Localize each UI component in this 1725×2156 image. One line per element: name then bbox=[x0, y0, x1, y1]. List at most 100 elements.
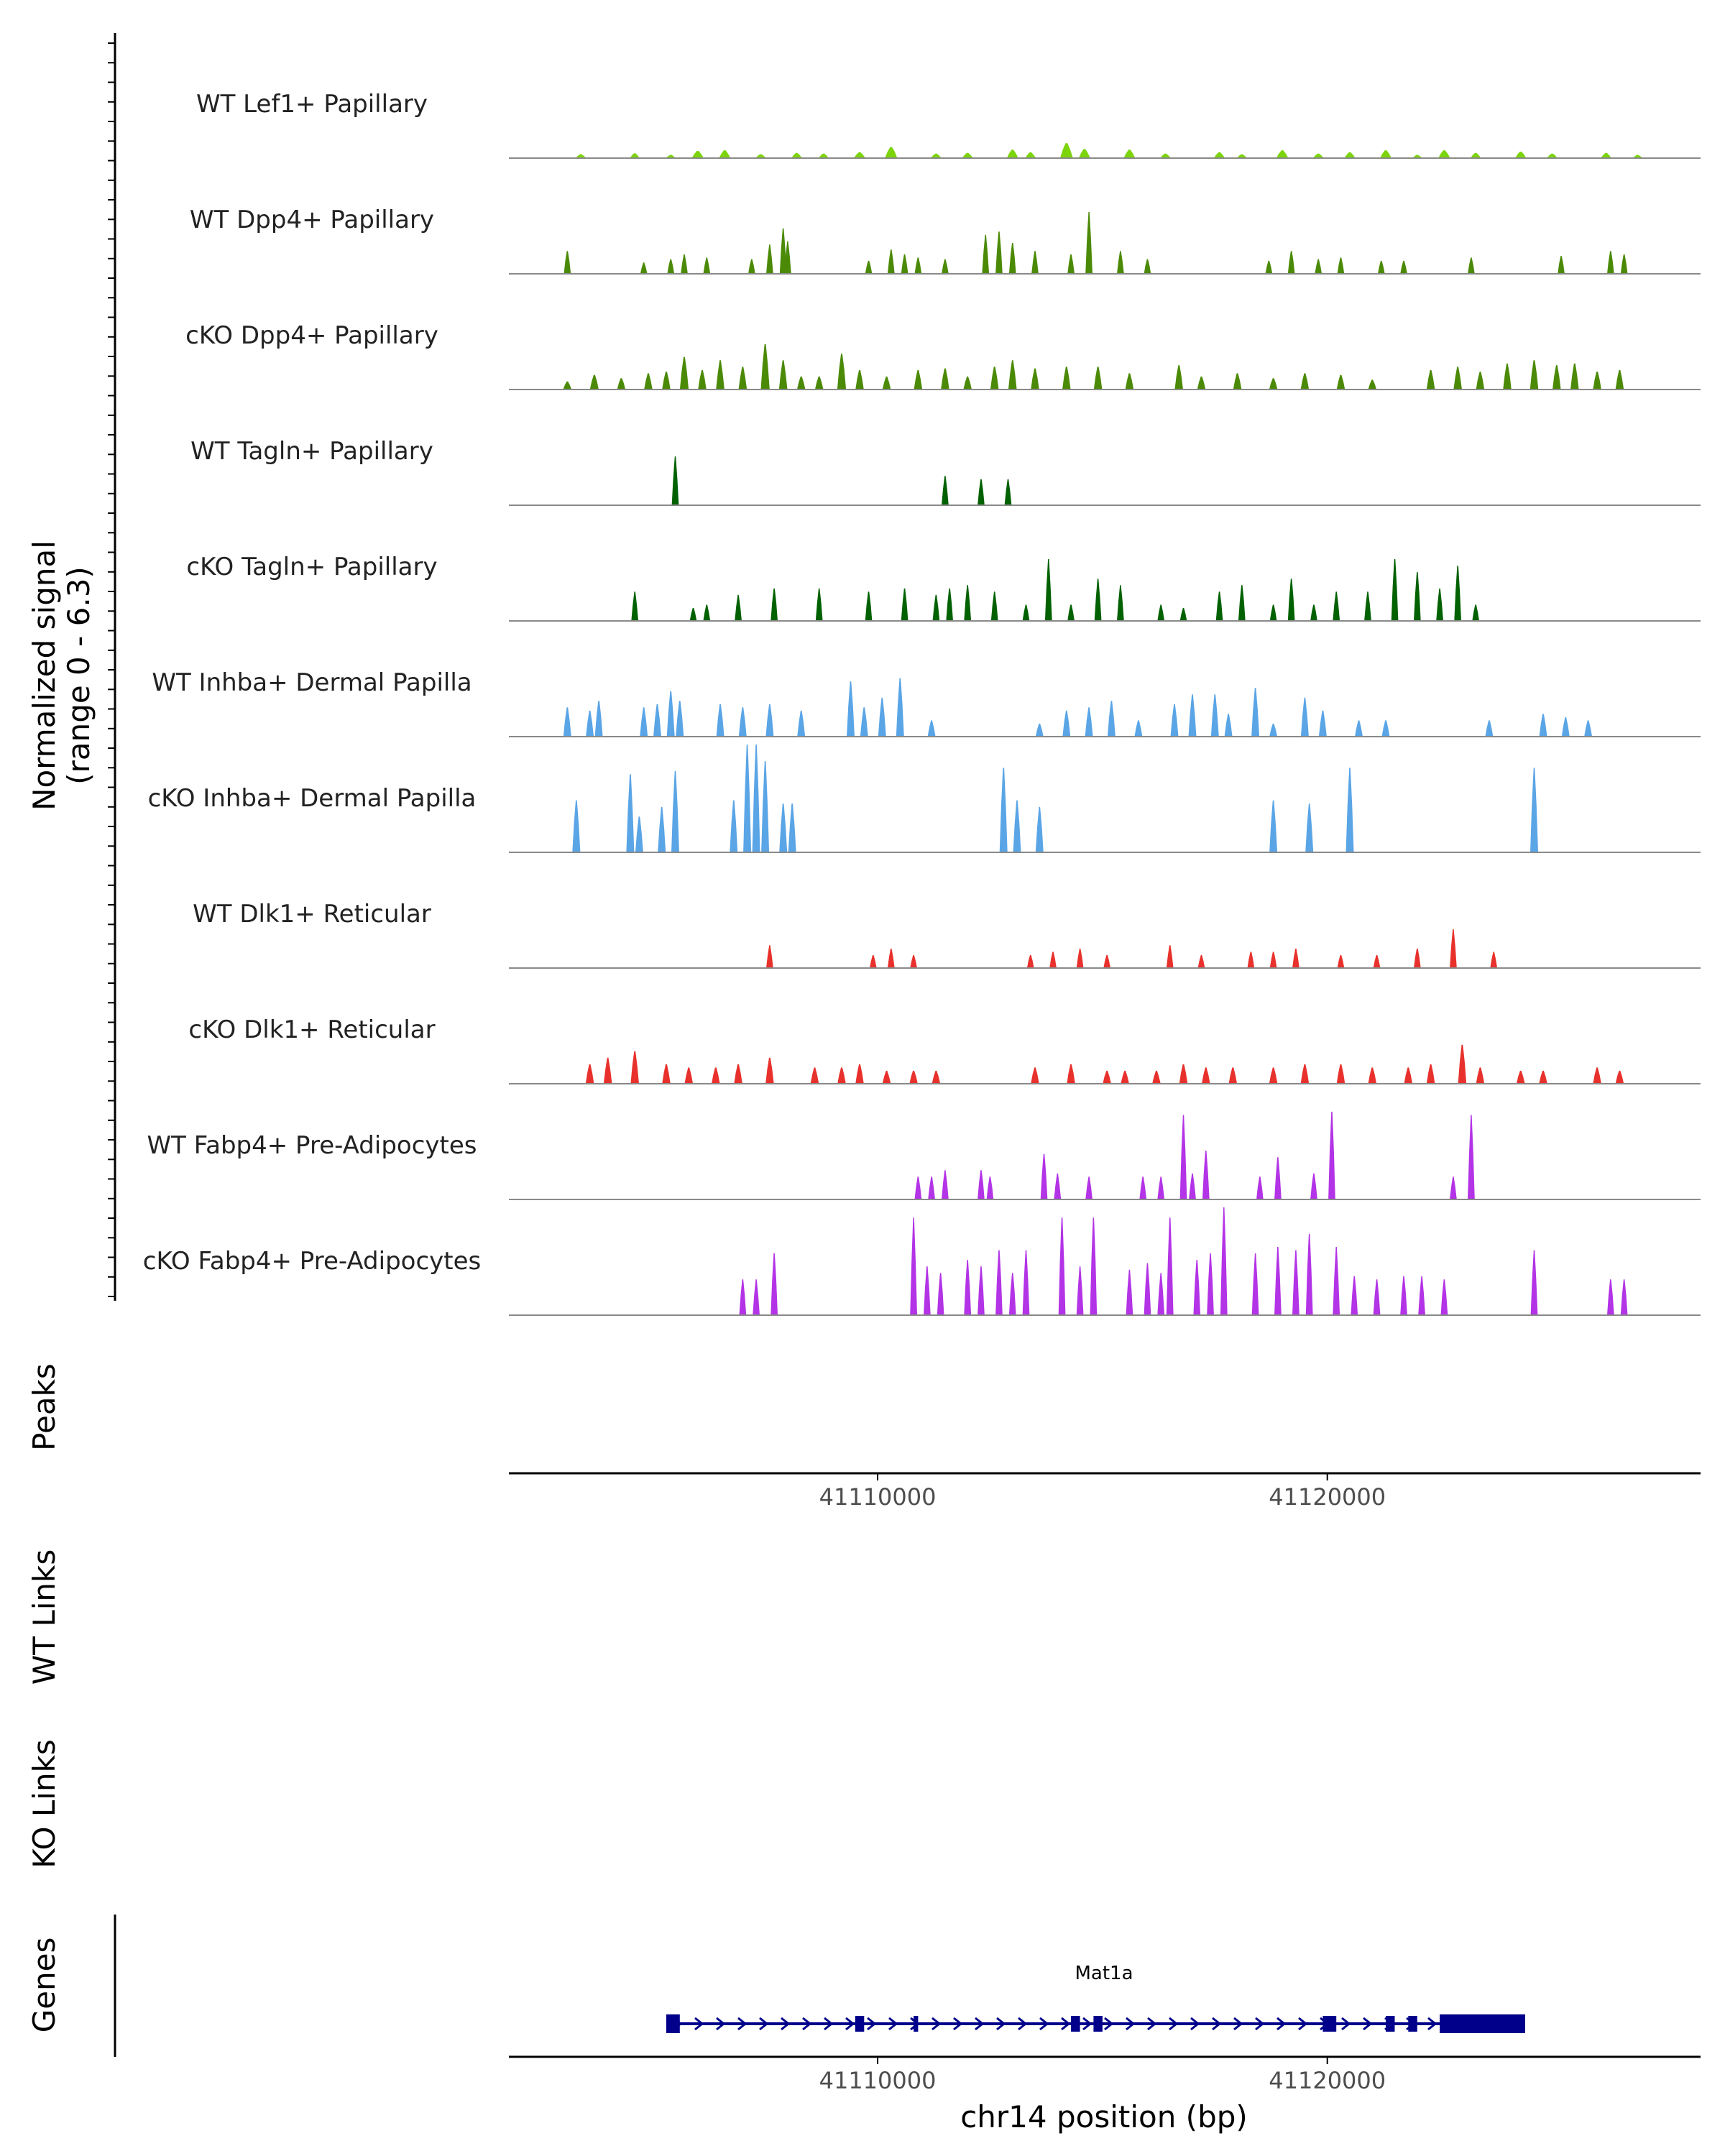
coverage-peak bbox=[978, 1266, 985, 1315]
coverage-peak bbox=[563, 381, 572, 390]
coverage-peak bbox=[1269, 1067, 1278, 1084]
coverage-peak bbox=[765, 1057, 774, 1084]
track-label: WT Lef1+ Papillary bbox=[196, 90, 428, 119]
coverage-peak bbox=[1453, 367, 1462, 390]
coverage-peak bbox=[1391, 559, 1399, 621]
coverage-peak bbox=[962, 152, 973, 158]
coverage-peak bbox=[1031, 251, 1039, 274]
coverage-peak bbox=[1134, 720, 1143, 737]
coverage-peak bbox=[1197, 376, 1206, 390]
coverage-peak bbox=[1620, 1279, 1628, 1315]
track-cko-inhba-dermal-papilla: cKO Inhba+ Dermal Papilla bbox=[148, 745, 1701, 853]
coverage-peak bbox=[1179, 607, 1187, 621]
coverage-peak bbox=[1318, 710, 1327, 737]
coverage-peak bbox=[617, 378, 626, 390]
coverage-peak bbox=[1085, 1176, 1092, 1199]
coverage-peak bbox=[942, 476, 949, 505]
coverage-peak bbox=[1067, 1064, 1075, 1084]
coverage-peak bbox=[964, 1260, 972, 1315]
coverage-peak bbox=[1139, 1176, 1147, 1199]
coverage-peak bbox=[1472, 604, 1479, 621]
coverage-peak bbox=[1601, 152, 1611, 158]
coverage-peak bbox=[1450, 1176, 1457, 1199]
coverage-peak bbox=[1337, 257, 1345, 274]
coverage-peak bbox=[1539, 714, 1547, 737]
strand-arrow bbox=[694, 2017, 704, 2031]
coverage-peak bbox=[1570, 363, 1579, 390]
coverage-peak bbox=[1269, 952, 1277, 968]
coverage-peak bbox=[667, 259, 675, 274]
strand-arrow bbox=[759, 2017, 769, 2031]
coverage-peak bbox=[1337, 954, 1345, 968]
coverage-peak bbox=[770, 588, 778, 621]
coverage-peak bbox=[1174, 365, 1183, 390]
gene-exon bbox=[1322, 2016, 1337, 2032]
coverage-peak bbox=[1412, 155, 1422, 158]
coverage-peak bbox=[1059, 143, 1073, 158]
gene-exon bbox=[855, 2016, 865, 2032]
coverage-peak bbox=[1607, 1279, 1614, 1315]
coverage-peak bbox=[770, 1253, 778, 1315]
track-cko-fabp4-pre-adipocytes: cKO Fabp4+ Pre-Adipocytes bbox=[143, 1207, 1701, 1316]
coverage-peak bbox=[563, 707, 571, 737]
coverage-peak bbox=[1620, 254, 1628, 274]
coverage-peak bbox=[635, 816, 643, 852]
coverage-peak bbox=[1615, 1070, 1624, 1084]
coverage-peak bbox=[1157, 1273, 1165, 1315]
coverage-peak bbox=[1300, 697, 1309, 737]
coverage-peak bbox=[990, 591, 998, 621]
coverage-peak bbox=[910, 1217, 917, 1315]
coverage-peak bbox=[1166, 945, 1174, 968]
signal-ylabel: Normalized signal bbox=[27, 540, 62, 811]
coverage-peak bbox=[909, 1070, 918, 1084]
coverage-peak bbox=[1152, 1070, 1161, 1084]
coverage-peak bbox=[679, 356, 689, 390]
coverage-peak bbox=[837, 354, 847, 390]
coverage-peak bbox=[572, 800, 581, 852]
genes-label: Genes bbox=[27, 1938, 62, 2033]
coverage-peak bbox=[855, 1064, 864, 1084]
strand-arrow bbox=[781, 2017, 791, 2031]
track-wt-tagln-papillary: WT Tagln+ Papillary bbox=[190, 437, 1701, 506]
coverage-peak bbox=[1336, 374, 1346, 390]
coverage-peak bbox=[990, 367, 999, 390]
coverage-peak bbox=[1344, 152, 1356, 158]
coverage-peak bbox=[882, 1070, 891, 1084]
coverage-peak bbox=[854, 152, 865, 158]
coverage-peak bbox=[1300, 373, 1310, 390]
coverage-peak bbox=[1276, 150, 1289, 158]
coverage-peak bbox=[1312, 153, 1324, 158]
track-cko-dpp4-papillary: cKO Dpp4+ Papillary bbox=[185, 321, 1701, 390]
coverage-peak bbox=[1085, 707, 1093, 737]
coverage-peak bbox=[1515, 152, 1527, 158]
peaks-x-axis: 41110000 41120000 bbox=[509, 1472, 1701, 1511]
coverage-peak bbox=[1213, 152, 1225, 158]
coverage-peak bbox=[896, 678, 904, 737]
coverage-peak bbox=[869, 954, 877, 968]
coverage-peak bbox=[1094, 579, 1102, 621]
coverage-peak bbox=[658, 806, 666, 852]
coverage-peak bbox=[1238, 585, 1246, 621]
coverage-peak bbox=[1236, 154, 1247, 158]
coverage-peak bbox=[575, 154, 586, 158]
coverage-peak bbox=[1287, 251, 1295, 274]
coverage-peak bbox=[1076, 1266, 1084, 1315]
coverage-peak bbox=[1530, 768, 1538, 852]
coverage-peak bbox=[1615, 369, 1624, 390]
coverage-peak bbox=[1426, 1064, 1435, 1084]
coverage-peak bbox=[937, 1273, 944, 1315]
coverage-peak bbox=[1476, 372, 1485, 390]
coverage-peak bbox=[766, 244, 773, 274]
coverage-peak bbox=[887, 948, 895, 968]
coverage-peak bbox=[1305, 1233, 1313, 1315]
coverage-peak bbox=[1123, 149, 1136, 158]
coverage-peak bbox=[1305, 803, 1314, 852]
coverage-peak bbox=[734, 1064, 742, 1084]
track-wt-inhba-dermal-papilla: WT Inhba+ Dermal Papilla bbox=[152, 668, 1701, 737]
coverage-peak bbox=[1107, 701, 1116, 737]
coverage-peak bbox=[1062, 710, 1071, 737]
coverage-peak bbox=[796, 376, 806, 390]
coverage-peak bbox=[1470, 152, 1481, 158]
coverage-peak bbox=[712, 1067, 720, 1084]
